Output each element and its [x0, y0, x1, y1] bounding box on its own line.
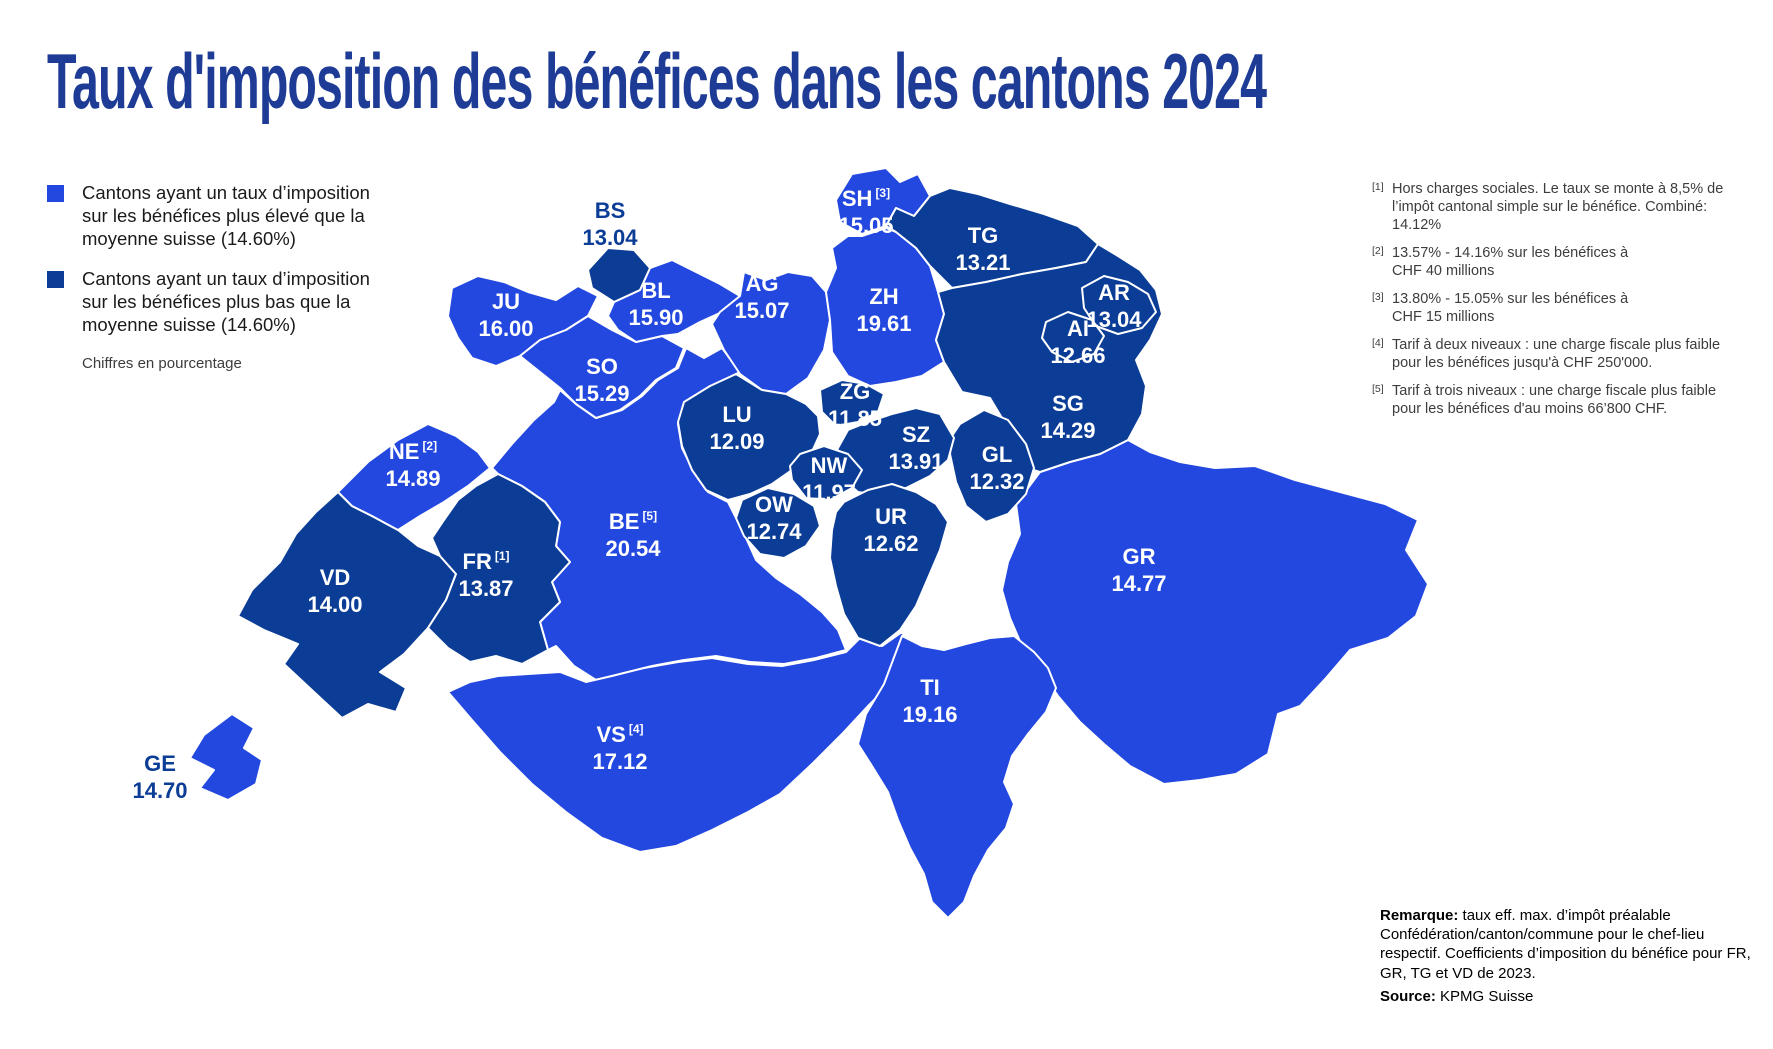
- remark: Remarque: taux eff. max. d’impôt préalab…: [1380, 906, 1752, 983]
- legend-label-above: Cantons ayant un taux d’imposition sur l…: [82, 182, 370, 249]
- canton-ZG-shape: [819, 379, 885, 427]
- legend-swatch-below-icon: [47, 271, 64, 289]
- canton-VD-shape: [237, 491, 457, 719]
- canton-SO-shape: [519, 315, 685, 419]
- page-title: Taux d'imposition des bénéfices dans les…: [47, 37, 1267, 125]
- canton-FR-shape: [427, 473, 571, 665]
- canton-GR-shape: [1001, 439, 1429, 785]
- canton-UR-shape: [829, 483, 949, 647]
- footnote: [2] 13.57% - 14.16% sur les bénéfices à C…: [1372, 245, 1770, 281]
- source-label: Source:: [1380, 988, 1436, 1005]
- canton-BS-shape: [587, 247, 651, 303]
- canton-NE-shape: [337, 423, 491, 531]
- legend-swatch-above-icon: [47, 185, 64, 202]
- footnote-marker: [3]: [1372, 290, 1384, 303]
- footnote: [1] Hors charges sociales. Le taux se mon…: [1372, 181, 1770, 235]
- footnote-text: Tarif à trois niveaux : une charge fisca…: [1392, 382, 1717, 417]
- canton-GE-shape: [189, 713, 263, 801]
- footnote-text: Hors charges sociales. Le taux se monte …: [1392, 181, 1724, 233]
- canton-AR-shape: [1081, 275, 1157, 335]
- footnotes: [1] Hors charges sociales. Le taux se mon…: [1372, 181, 1770, 419]
- legend-item-above: Cantons ayant un taux d’imposition sur l…: [47, 182, 377, 250]
- footnote-text: 13.57% - 14.16% sur les bénéfices à CHF …: [1392, 244, 1629, 279]
- canton-AI-shape: [1041, 311, 1105, 363]
- remark-text: taux eff. max. d’impôt préalable Confédé…: [1380, 907, 1751, 982]
- footnote: [4] Tarif à deux niveaux : une charge fis…: [1372, 337, 1770, 373]
- footnote: [5] Tarif à trois niveaux : une charge fi…: [1372, 383, 1770, 419]
- legend-label-below: Cantons ayant un taux d’imposition sur l…: [82, 268, 370, 335]
- footnote: [3] 13.80% - 15.05% sur les bénéfices à C…: [1372, 291, 1770, 327]
- footnote-text: 13.80% - 15.05% sur les bénéfices à CHF …: [1392, 290, 1629, 325]
- canton-AG-shape: [711, 271, 831, 395]
- legend-note: Chiffres en pourcentage: [82, 354, 242, 372]
- canton-TI-shape: [857, 635, 1057, 919]
- source-text: KPMG Suisse: [1440, 988, 1534, 1005]
- legend-item-below: Cantons ayant un taux d’imposition sur l…: [47, 268, 377, 336]
- legend: Cantons ayant un taux d’imposition sur l…: [47, 182, 377, 372]
- footnote-marker: [2]: [1372, 244, 1384, 257]
- footnote-marker: [1]: [1372, 181, 1384, 193]
- canton-VS-shape: [447, 631, 913, 853]
- footnote-marker: [5]: [1372, 382, 1384, 395]
- canton-NW-shape: [789, 445, 863, 501]
- canton-OW-shape: [735, 487, 821, 559]
- source: Source: KPMG Suisse: [1380, 988, 1533, 1005]
- remark-label: Remarque:: [1380, 907, 1459, 924]
- footnote-marker: [4]: [1372, 336, 1384, 349]
- footnote-text: Tarif à deux niveaux : une charge fiscal…: [1392, 336, 1721, 371]
